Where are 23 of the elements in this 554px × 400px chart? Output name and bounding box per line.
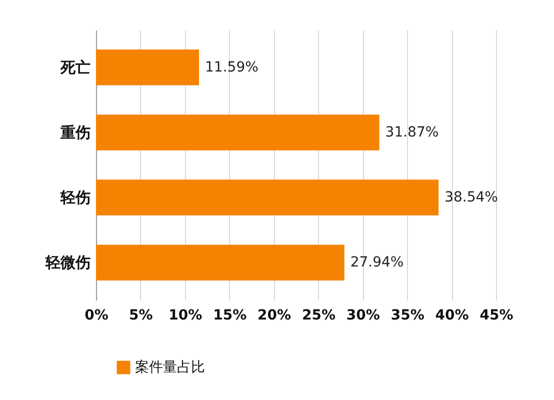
- bar: [96, 114, 380, 150]
- x-tick-label: 30%: [346, 308, 380, 324]
- bar: [96, 180, 439, 216]
- x-tick-label: 35%: [390, 308, 424, 324]
- x-tick-label: 40%: [435, 308, 469, 324]
- x-tick-label: 20%: [258, 308, 292, 324]
- x-tick-label: 45%: [480, 308, 514, 324]
- data-label: 38.54%: [444, 190, 498, 206]
- x-tick-label: 10%: [168, 308, 202, 324]
- legend-label: 案件量占比: [135, 358, 205, 376]
- y-tick-label: 轻伤: [60, 188, 90, 207]
- bar: [96, 244, 344, 280]
- x-tick-label: 25%: [302, 308, 336, 324]
- data-label: 11.59%: [205, 59, 258, 76]
- y-tick-label: 重伤: [60, 123, 90, 142]
- data-label: 27.94%: [350, 254, 404, 271]
- x-tick-label: 15%: [213, 308, 247, 324]
- x-tick-label: 0%: [84, 308, 108, 324]
- y-tick-label: 轻微伤: [44, 254, 90, 272]
- y-tick-label: 死亡: [60, 58, 90, 76]
- data-label: 31.87%: [385, 124, 439, 140]
- x-tick-label: 5%: [129, 308, 153, 324]
- bar: [96, 50, 200, 86]
